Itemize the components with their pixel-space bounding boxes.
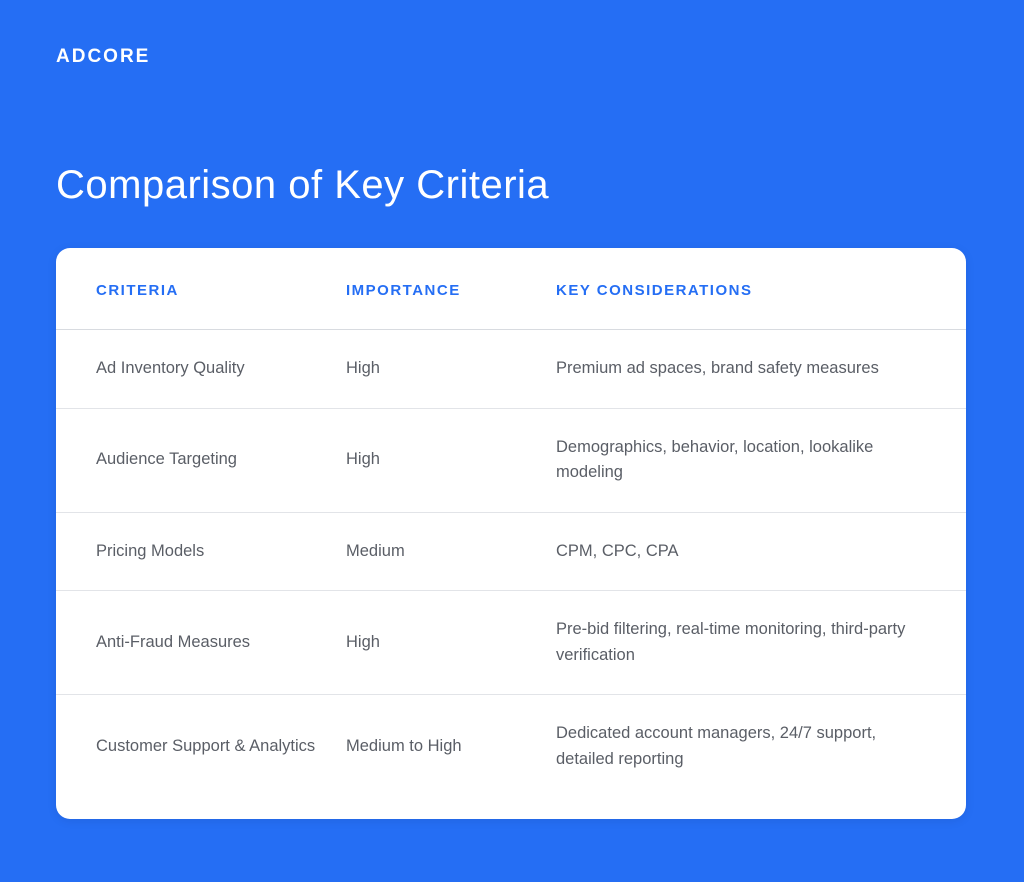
table-row: Pricing Models Medium CPM, CPC, CPA [56,512,966,591]
cell-considerations: Demographics, behavior, location, lookal… [556,408,966,512]
table-row: Anti-Fraud Measures High Pre-bid filteri… [56,591,966,695]
cell-considerations: Premium ad spaces, brand safety measures [556,330,966,409]
cell-criteria: Customer Support & Analytics [56,695,346,819]
cell-criteria: Ad Inventory Quality [56,330,346,409]
table-row: Customer Support & Analytics Medium to H… [56,695,966,819]
table-header-row: CRITERIA IMPORTANCE KEY CONSIDERATIONS [56,248,966,330]
cell-criteria: Pricing Models [56,512,346,591]
cell-importance: Medium [346,512,556,591]
cell-criteria: Audience Targeting [56,408,346,512]
col-header-considerations: KEY CONSIDERATIONS [556,248,966,330]
cell-importance: High [346,408,556,512]
cell-importance: High [346,330,556,409]
col-header-criteria: CRITERIA [56,248,346,330]
cell-considerations: Pre-bid filtering, real-time monitoring,… [556,591,966,695]
cell-considerations: Dedicated account managers, 24/7 support… [556,695,966,819]
cell-criteria: Anti-Fraud Measures [56,591,346,695]
brand-logo: ADCORE [56,46,968,68]
cell-importance: Medium to High [346,695,556,819]
cell-importance: High [346,591,556,695]
cell-considerations: CPM, CPC, CPA [556,512,966,591]
col-header-importance: IMPORTANCE [346,248,556,330]
table-row: Ad Inventory Quality High Premium ad spa… [56,330,966,409]
page-title: Comparison of Key Criteria [56,163,968,208]
comparison-table: CRITERIA IMPORTANCE KEY CONSIDERATIONS A… [56,248,966,819]
table-row: Audience Targeting High Demographics, be… [56,408,966,512]
comparison-card: CRITERIA IMPORTANCE KEY CONSIDERATIONS A… [56,248,966,819]
